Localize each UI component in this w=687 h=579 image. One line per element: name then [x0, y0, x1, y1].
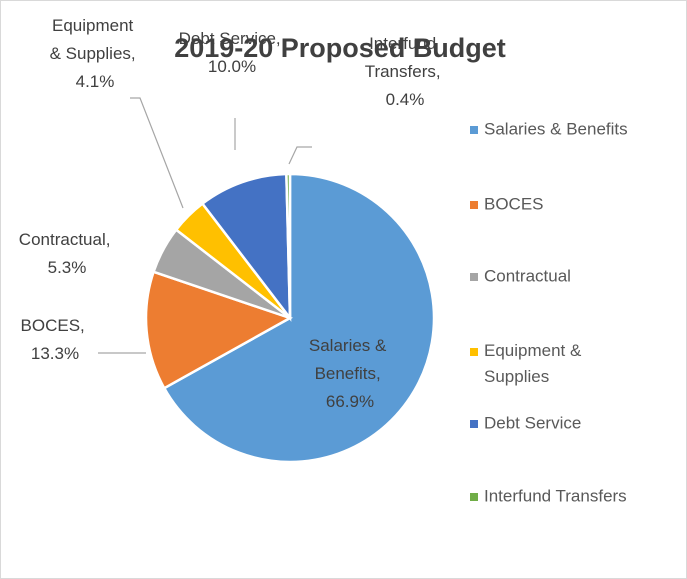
- pie-slice: [200, 172, 292, 322]
- data-label-line: Contractual,: [19, 230, 115, 249]
- data-label-line: Debt Service,: [179, 29, 286, 48]
- data-label-line: BOCES,: [21, 316, 90, 335]
- legend-swatch: [470, 273, 478, 281]
- data-label: Interfund Transfers, 0.4%: [365, 34, 446, 109]
- data-label-line: Equipment: [52, 16, 138, 35]
- legend-text-line: Supplies: [484, 367, 549, 386]
- data-label-line: 5.3%: [48, 258, 87, 277]
- data-label-line: Transfers,: [365, 62, 446, 81]
- pie-slice: [285, 172, 292, 319]
- leader-line: [130, 97, 184, 209]
- data-label-line: Benefits,: [315, 364, 386, 383]
- data-label: Contractual, 5.3%: [19, 230, 115, 277]
- data-label-line: 10.0%: [208, 57, 256, 76]
- legend-text: Contractual: [484, 266, 571, 285]
- data-label-line: & Supplies,: [50, 44, 141, 63]
- legend-text: Interfund Transfers: [484, 486, 627, 505]
- data-label: Debt Service, 10.0%: [179, 29, 286, 76]
- leader-lines: [98, 97, 312, 354]
- legend-text: Salaries & Benefits: [484, 119, 628, 138]
- legend-swatch: [470, 348, 478, 356]
- legend-text: Equipment & Supplies: [484, 341, 586, 386]
- data-label-line: 13.3%: [31, 344, 79, 363]
- data-label: BOCES, 13.3%: [21, 316, 90, 363]
- data-label-line: 66.9%: [326, 392, 374, 411]
- data-label-line: Interfund: [369, 34, 441, 53]
- legend-text-line: Equipment &: [484, 341, 586, 360]
- legend-swatch: [470, 493, 478, 501]
- legend-swatch: [470, 420, 478, 428]
- legend-swatch: [470, 126, 478, 134]
- data-label-line: Salaries &: [309, 336, 391, 355]
- chart-title: 2019-20 Proposed Budget: [174, 33, 506, 63]
- pie-slice: [144, 270, 294, 390]
- leader-line: [288, 146, 312, 165]
- legend-text: BOCES: [484, 194, 544, 213]
- data-label-line: 0.4%: [386, 90, 425, 109]
- legend-text: Debt Service: [484, 413, 581, 432]
- legend-swatch: [470, 201, 478, 209]
- data-label: Salaries & Benefits, 66.9%: [309, 336, 391, 411]
- data-label-line: 4.1%: [76, 72, 115, 91]
- data-label: Equipment & Supplies, 4.1%: [50, 16, 141, 91]
- pie-slice: [162, 172, 436, 464]
